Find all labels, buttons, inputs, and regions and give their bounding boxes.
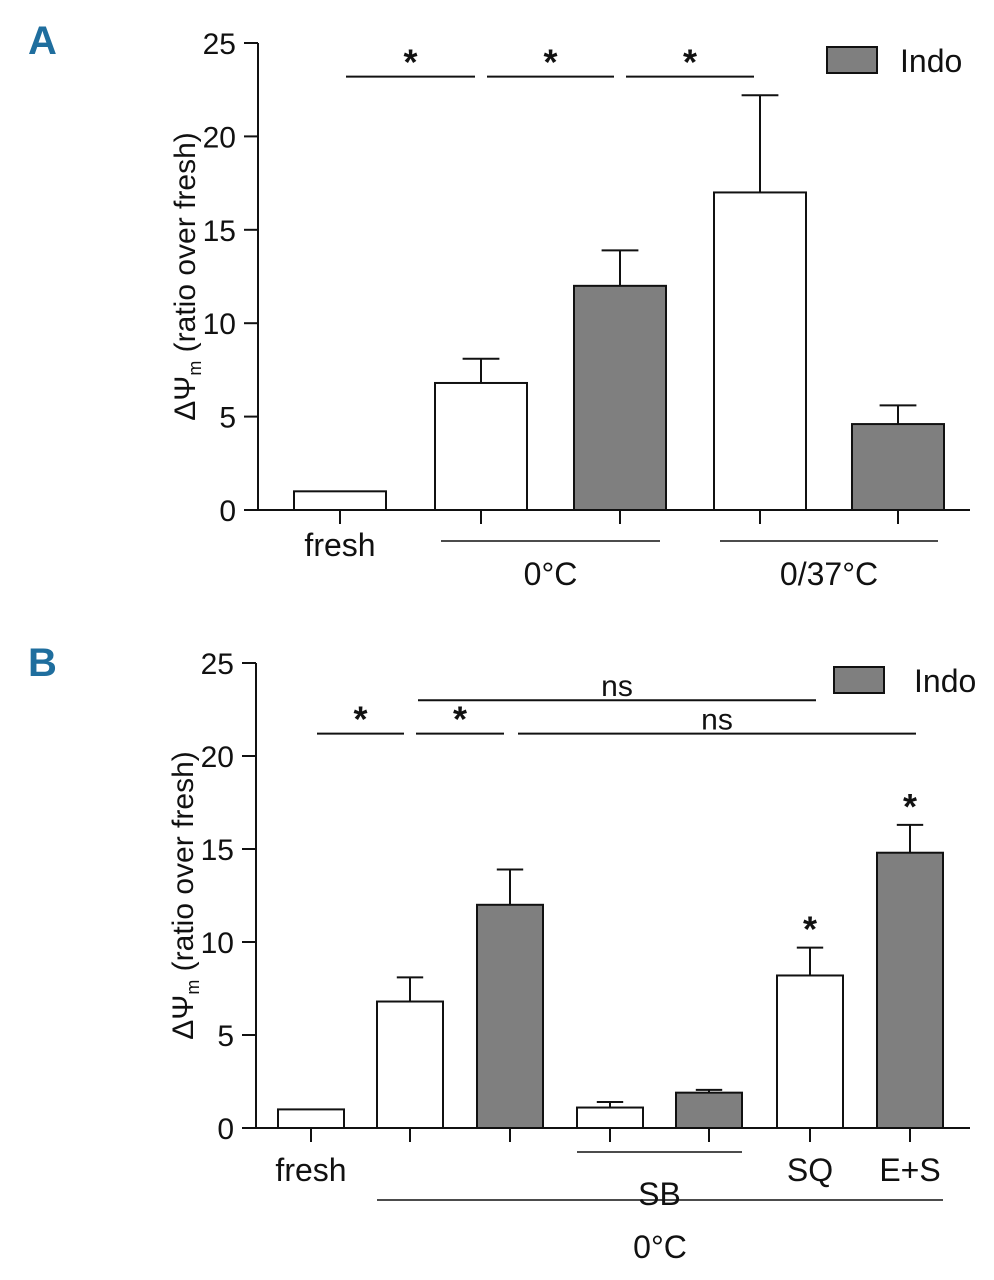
y-tick-label: 0 <box>219 495 236 528</box>
group-label: 0°C <box>524 556 578 592</box>
significance-star: * <box>353 699 367 740</box>
bar-label: E+S <box>879 1152 940 1188</box>
significance-star: * <box>403 42 417 83</box>
legend-label: Indo <box>914 663 976 699</box>
bar-control <box>776 974 844 1129</box>
bar-control <box>434 381 528 512</box>
bar-indo <box>573 284 667 511</box>
bar-control <box>376 1000 444 1130</box>
panel-letter-a: A <box>28 19 57 63</box>
significance-star: * <box>683 42 697 83</box>
bar-control <box>576 1106 644 1130</box>
y-axis-title-subscript: m <box>183 980 203 995</box>
y-axis-title-rest: (ratio over fresh) <box>169 132 202 360</box>
bar-label: fresh <box>275 1152 346 1188</box>
y-tick-label: 10 <box>203 308 236 341</box>
y-axis-title-main: ΔΨ <box>167 995 200 1040</box>
bar-control <box>293 490 387 512</box>
y-tick-label: 20 <box>203 121 236 154</box>
y-tick-label: 0 <box>217 1113 234 1146</box>
bar-indo <box>675 1091 743 1130</box>
significance-ns: ns <box>601 670 633 703</box>
bar-significance-star: * <box>803 909 817 950</box>
panel-b-chart: 0 5 10 15 20 25 ΔΨm (ratio over fresh) fresh SQ E… <box>167 648 976 1265</box>
bar-control <box>713 191 807 511</box>
panel-a-chart: 0 5 10 15 20 25 ΔΨm (ratio over fresh) fresh 0°C… <box>169 28 970 592</box>
bar-label: fresh <box>304 527 375 563</box>
y-tick-label: 25 <box>203 28 236 61</box>
significance-ns: ns <box>701 704 733 737</box>
legend-label: Indo <box>900 43 962 79</box>
y-tick-label: 15 <box>203 215 236 248</box>
bar-indo <box>876 851 944 1129</box>
bar-control <box>277 1108 345 1130</box>
y-axis-title-subscript: m <box>185 361 205 376</box>
significance-star: * <box>453 699 467 740</box>
y-axis-title-rest: (ratio over fresh) <box>167 751 200 979</box>
y-tick-label: 25 <box>201 648 234 681</box>
significance-star: * <box>543 42 557 83</box>
y-tick-label: 15 <box>201 834 234 867</box>
group-label: 0/37°C <box>780 556 878 592</box>
y-tick-label: 10 <box>201 927 234 960</box>
bar-indo <box>476 903 544 1129</box>
y-tick-label: 5 <box>219 402 236 435</box>
y-axis-title: ΔΨm (ratio over fresh) <box>167 751 203 1040</box>
legend-swatch <box>833 666 885 694</box>
bar-label: SQ <box>787 1152 833 1188</box>
bar-indo <box>851 423 945 511</box>
y-tick-label: 20 <box>201 741 234 774</box>
group-label: SB <box>638 1176 681 1212</box>
y-tick-label: 5 <box>217 1020 234 1053</box>
bar-significance-star: * <box>903 786 917 827</box>
panel-letter-b: B <box>28 641 57 685</box>
y-axis-title: ΔΨm (ratio over fresh) <box>169 132 205 421</box>
group-label: 0°C <box>633 1229 687 1265</box>
legend-swatch <box>826 46 878 74</box>
y-axis-title-main: ΔΨ <box>169 376 202 421</box>
